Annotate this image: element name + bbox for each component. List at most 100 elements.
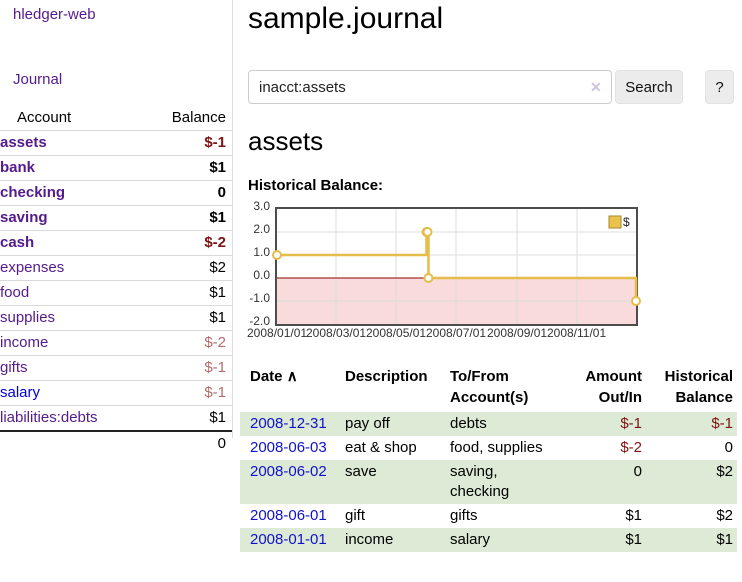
account-link[interactable]: checking — [0, 184, 66, 201]
transaction-row: 2008-12-31 pay off debts $-1 $-1 — [240, 412, 737, 436]
transaction-accounts: debts — [450, 415, 487, 432]
x-axis-tick-label: 2008/03/01 — [306, 326, 367, 340]
sidebar-item-journal[interactable]: Journal — [13, 71, 63, 88]
transaction-date-link[interactable]: 2008-12-31 — [250, 415, 327, 432]
transaction-row: 2008-01-01 income salary $1 $1 — [240, 528, 737, 552]
svg-text:$: $ — [623, 215, 630, 229]
column-header-accounts: To/From Account(s) — [450, 368, 529, 406]
account-link[interactable]: food — [0, 284, 30, 301]
x-axis-tick-label: 2008/05/01 — [366, 326, 427, 340]
y-axis-tick-label: -2.0 — [249, 314, 270, 328]
x-axis-tick-label: 2008/11/01 — [546, 326, 607, 340]
account-row-salary: salary $-1 — [0, 380, 232, 406]
transaction-date-link[interactable]: 2008-06-03 — [250, 439, 327, 456]
transactions-table: Date ∧ Description To/From Account(s) Am… — [240, 364, 737, 552]
transaction-balance: 0 — [724, 439, 733, 456]
app-brand-link[interactable]: hledger-web — [13, 6, 96, 23]
account-row-gifts: gifts $-1 — [0, 355, 232, 381]
y-axis-tick-label: -1.0 — [249, 291, 270, 305]
y-axis-tick-label: 2.0 — [253, 222, 270, 236]
account-row-bank: bank $1 — [0, 155, 232, 181]
account-row-liabilities-debts: liabilities:debts $1 — [0, 405, 232, 431]
account-link[interactable]: bank — [0, 159, 36, 176]
transaction-amount: $1 — [625, 531, 642, 548]
account-balance: $1 — [129, 205, 232, 231]
transaction-amount: 0 — [633, 463, 642, 480]
account-row-saving: saving $1 — [0, 205, 232, 231]
transaction-accounts: salary — [450, 531, 491, 548]
page-title: sample.journal — [248, 2, 444, 35]
x-axis-tick-label: 2008/07/01 — [426, 326, 487, 340]
account-balance: $-1 — [129, 380, 232, 406]
transaction-balance: $1 — [716, 531, 733, 548]
account-balance: $-1 — [129, 130, 232, 156]
transaction-balance: $-1 — [711, 415, 733, 432]
account-row-expenses: expenses $2 — [0, 255, 232, 281]
search-form: ✕ Search ? — [233, 70, 742, 106]
account-heading: assets — [248, 126, 324, 156]
y-axis-tick-label: 3.0 — [253, 199, 270, 213]
main-content: sample.journal ✕ Search ? assets Histori… — [233, 0, 742, 582]
transaction-date-link[interactable]: 2008-06-02 — [250, 463, 327, 480]
balance-column-header: Balance — [171, 109, 226, 126]
x-axis-tick-label: 2008/01/01 — [247, 326, 308, 340]
account-link[interactable]: gifts — [0, 359, 28, 376]
transaction-row: 2008-06-02 save saving, checking 0 $2 — [240, 460, 737, 504]
account-link[interactable]: salary — [0, 384, 41, 401]
sort-ascending-icon: ∧ — [286, 368, 298, 385]
account-balance: $1 — [129, 405, 232, 431]
column-header-amount: Amount Out/In — [585, 368, 642, 406]
transaction-row: 2008-06-03 eat & shop food, supplies $-2… — [240, 436, 737, 460]
x-axis-tick-label: 2008/09/01 — [486, 326, 548, 340]
transactions-header-row: Date ∧ Description To/From Account(s) Am… — [240, 364, 737, 412]
y-axis-tick-label: 1.0 — [253, 245, 270, 259]
account-link[interactable]: cash — [0, 234, 35, 251]
search-button[interactable]: Search — [615, 70, 683, 104]
transaction-amount: $-1 — [620, 415, 642, 432]
search-input[interactable] — [248, 70, 612, 104]
transaction-description: eat & shop — [345, 439, 417, 456]
clear-search-icon[interactable]: ✕ — [590, 79, 602, 95]
transaction-description: save — [345, 463, 377, 480]
transaction-accounts: saving, checking — [450, 463, 510, 500]
transaction-balance: $2 — [716, 463, 733, 480]
account-link[interactable]: income — [0, 334, 49, 351]
account-balance: $-2 — [129, 230, 232, 256]
transaction-amount: $-2 — [620, 439, 642, 456]
historical-balance-chart: $ 3.0 2.0 1.0 0.0 -1.0 -2.0 2008/01/01 2008/03/… — [233, 199, 742, 342]
account-link[interactable]: liabilities:debts — [0, 409, 98, 426]
account-column-header: Account — [17, 109, 72, 126]
accounts-table-header: Account Balance — [0, 106, 232, 131]
transaction-description: gift — [345, 507, 366, 524]
transaction-row: 2008-06-01 gift gifts $1 $2 — [240, 504, 737, 528]
transaction-balance: $2 — [716, 507, 733, 524]
account-row-supplies: supplies $1 — [0, 305, 232, 331]
account-balance: $1 — [129, 305, 232, 331]
column-header-date[interactable]: Date ∧ — [250, 368, 298, 385]
account-row-cash: cash $-2 — [0, 230, 232, 256]
chart-title: Historical Balance: — [248, 177, 384, 194]
account-row-checking: checking 0 — [0, 180, 232, 206]
transaction-date-link[interactable]: 2008-01-01 — [250, 531, 327, 548]
column-header-description: Description — [345, 368, 428, 385]
account-link[interactable]: assets — [0, 134, 47, 151]
account-row-food: food $1 — [0, 280, 232, 306]
account-link[interactable]: supplies — [0, 309, 56, 326]
help-button[interactable]: ? — [705, 70, 734, 104]
column-header-balance: Historical Balance — [664, 368, 733, 406]
transaction-description: income — [345, 531, 394, 548]
accounts-total-value: 0 — [129, 430, 232, 456]
account-balance: $1 — [129, 155, 232, 181]
accounts-table: Account Balance assets $-1 bank $1 check… — [0, 106, 232, 456]
accounts-total-row: 0 — [0, 430, 232, 456]
account-balance: $-1 — [129, 355, 232, 381]
account-balance: $2 — [129, 255, 232, 281]
account-link[interactable]: expenses — [0, 259, 65, 276]
account-row-assets: assets $-1 — [0, 130, 232, 156]
transaction-date-link[interactable]: 2008-06-01 — [250, 507, 327, 524]
chart-plot: $ — [272, 207, 641, 326]
transaction-description: pay off — [345, 415, 390, 432]
account-balance: $-2 — [129, 330, 232, 356]
account-link[interactable]: saving — [0, 209, 48, 226]
transaction-amount: $1 — [625, 507, 642, 524]
